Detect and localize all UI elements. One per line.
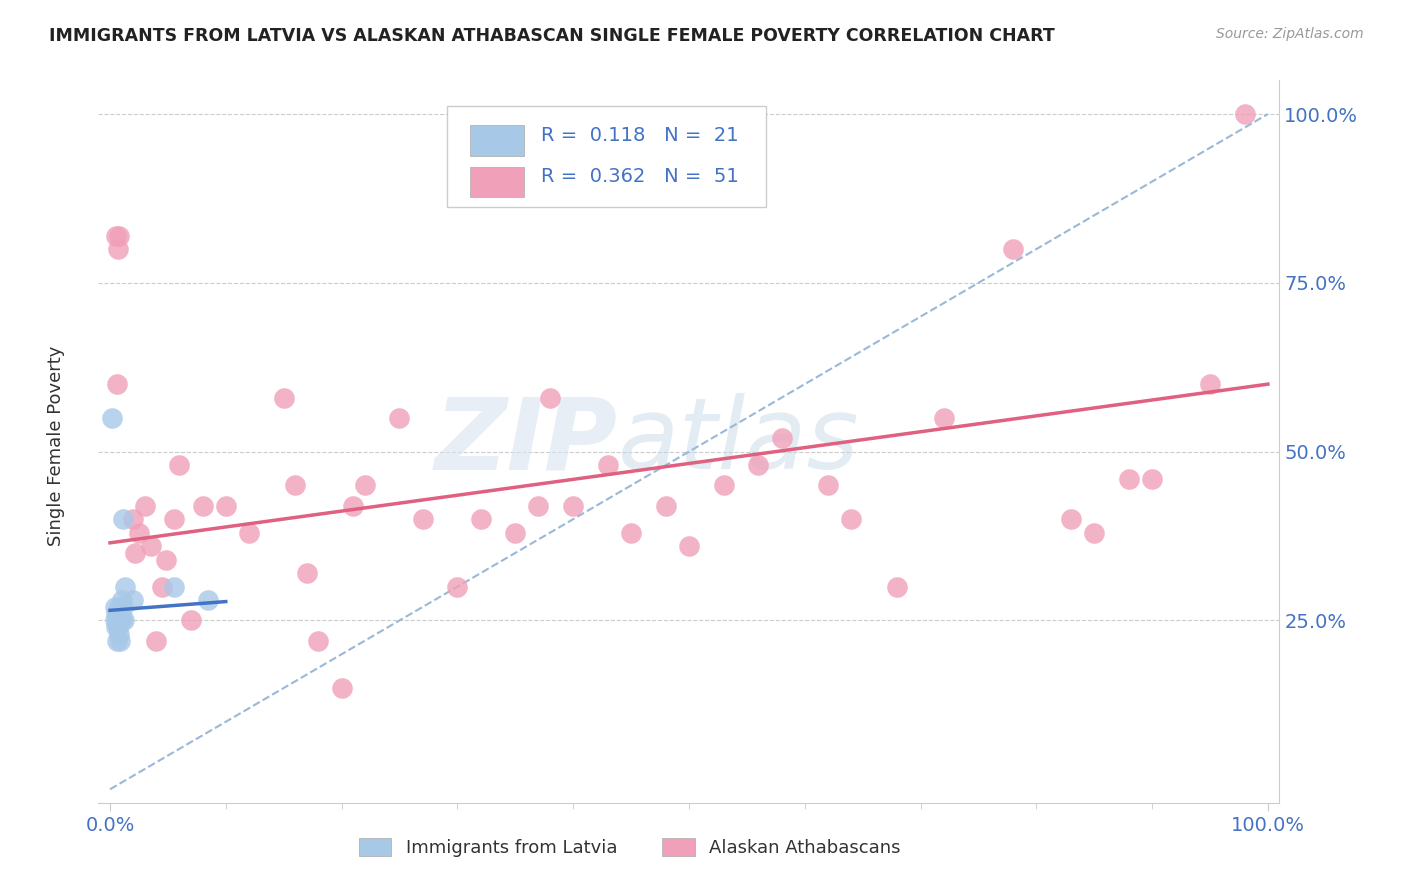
- Point: [108, 627, 131, 641]
- Point: [124, 546, 146, 560]
- Point: [839, 512, 862, 526]
- Point: [134, 499, 156, 513]
- Point: [295, 566, 318, 581]
- Point: [527, 499, 550, 513]
- FancyBboxPatch shape: [447, 105, 766, 207]
- Point: [155, 552, 177, 566]
- Text: Source: ZipAtlas.com: Source: ZipAtlas.com: [1216, 27, 1364, 41]
- Point: [596, 458, 619, 472]
- Point: [342, 499, 364, 513]
- Point: [1140, 472, 1163, 486]
- Point: [1083, 525, 1105, 540]
- Point: [139, 539, 162, 553]
- Legend: Immigrants from Latvia, Alaskan Athabascans: Immigrants from Latvia, Alaskan Athabasc…: [350, 829, 910, 866]
- Point: [105, 633, 128, 648]
- Point: [330, 681, 353, 695]
- Point: [1199, 377, 1222, 392]
- Point: [104, 599, 127, 614]
- Point: [1002, 242, 1025, 256]
- Point: [112, 614, 135, 628]
- Text: IMMIGRANTS FROM LATVIA VS ALASKAN ATHABASCAN SINGLE FEMALE POVERTY CORRELATION C: IMMIGRANTS FROM LATVIA VS ALASKAN ATHABA…: [49, 27, 1054, 45]
- Point: [108, 599, 131, 614]
- Point: [538, 391, 561, 405]
- Point: [180, 614, 202, 628]
- Point: [107, 242, 129, 256]
- Point: [412, 512, 434, 526]
- Point: [446, 580, 468, 594]
- Point: [562, 499, 585, 513]
- Point: [886, 580, 908, 594]
- Point: [163, 580, 186, 594]
- Point: [104, 228, 127, 243]
- Point: [388, 411, 411, 425]
- Point: [145, 633, 167, 648]
- Point: [620, 525, 643, 540]
- Point: [101, 411, 124, 425]
- Point: [503, 525, 526, 540]
- Point: [307, 633, 329, 648]
- Point: [284, 478, 307, 492]
- FancyBboxPatch shape: [471, 167, 523, 197]
- Point: [104, 614, 127, 628]
- Point: [163, 512, 186, 526]
- Point: [197, 593, 219, 607]
- Point: [111, 512, 134, 526]
- Point: [1060, 512, 1083, 526]
- Point: [215, 499, 238, 513]
- Point: [105, 614, 128, 628]
- Point: [114, 580, 136, 594]
- Point: [104, 620, 127, 634]
- Point: [747, 458, 769, 472]
- Point: [1233, 107, 1256, 121]
- Point: [191, 499, 214, 513]
- Point: [678, 539, 700, 553]
- Point: [470, 512, 492, 526]
- Point: [104, 607, 127, 621]
- FancyBboxPatch shape: [471, 126, 523, 156]
- Point: [108, 228, 131, 243]
- Point: [150, 580, 173, 594]
- Text: ZIP: ZIP: [434, 393, 619, 490]
- Point: [932, 411, 955, 425]
- Point: [1118, 472, 1140, 486]
- Text: R =  0.118   N =  21: R = 0.118 N = 21: [541, 126, 740, 145]
- Point: [817, 478, 839, 492]
- Point: [105, 377, 128, 392]
- Point: [107, 620, 129, 634]
- Point: [110, 593, 132, 607]
- Point: [713, 478, 735, 492]
- Text: R =  0.362   N =  51: R = 0.362 N = 51: [541, 168, 740, 186]
- Point: [655, 499, 678, 513]
- Point: [273, 391, 295, 405]
- Point: [110, 614, 132, 628]
- Point: [110, 633, 132, 648]
- Text: Single Female Poverty: Single Female Poverty: [48, 346, 65, 546]
- Point: [238, 525, 260, 540]
- Point: [110, 614, 132, 628]
- Point: [128, 525, 150, 540]
- Point: [169, 458, 191, 472]
- Point: [122, 512, 145, 526]
- Point: [770, 431, 793, 445]
- Point: [111, 599, 134, 614]
- Point: [122, 593, 145, 607]
- Point: [353, 478, 375, 492]
- Text: atlas: atlas: [619, 393, 859, 490]
